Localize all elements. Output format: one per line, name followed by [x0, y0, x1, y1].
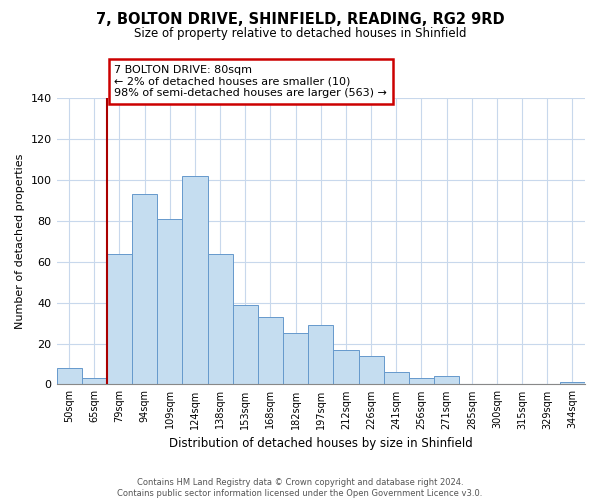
- Bar: [132, 194, 157, 384]
- Bar: [434, 376, 459, 384]
- Bar: [383, 372, 409, 384]
- Bar: [56, 368, 82, 384]
- Bar: [82, 378, 107, 384]
- Y-axis label: Number of detached properties: Number of detached properties: [15, 154, 25, 329]
- X-axis label: Distribution of detached houses by size in Shinfield: Distribution of detached houses by size …: [169, 437, 473, 450]
- Text: Size of property relative to detached houses in Shinfield: Size of property relative to detached ho…: [134, 28, 466, 40]
- Bar: [283, 334, 308, 384]
- Bar: [409, 378, 434, 384]
- Bar: [233, 304, 258, 384]
- Bar: [208, 254, 233, 384]
- Text: Contains HM Land Registry data © Crown copyright and database right 2024.
Contai: Contains HM Land Registry data © Crown c…: [118, 478, 482, 498]
- Text: 7, BOLTON DRIVE, SHINFIELD, READING, RG2 9RD: 7, BOLTON DRIVE, SHINFIELD, READING, RG2…: [95, 12, 505, 28]
- Bar: [359, 356, 383, 384]
- Text: 7 BOLTON DRIVE: 80sqm
← 2% of detached houses are smaller (10)
98% of semi-detac: 7 BOLTON DRIVE: 80sqm ← 2% of detached h…: [115, 65, 387, 98]
- Bar: [308, 325, 334, 384]
- Bar: [107, 254, 132, 384]
- Bar: [258, 317, 283, 384]
- Bar: [560, 382, 585, 384]
- Bar: [334, 350, 359, 384]
- Bar: [182, 176, 208, 384]
- Bar: [157, 219, 182, 384]
